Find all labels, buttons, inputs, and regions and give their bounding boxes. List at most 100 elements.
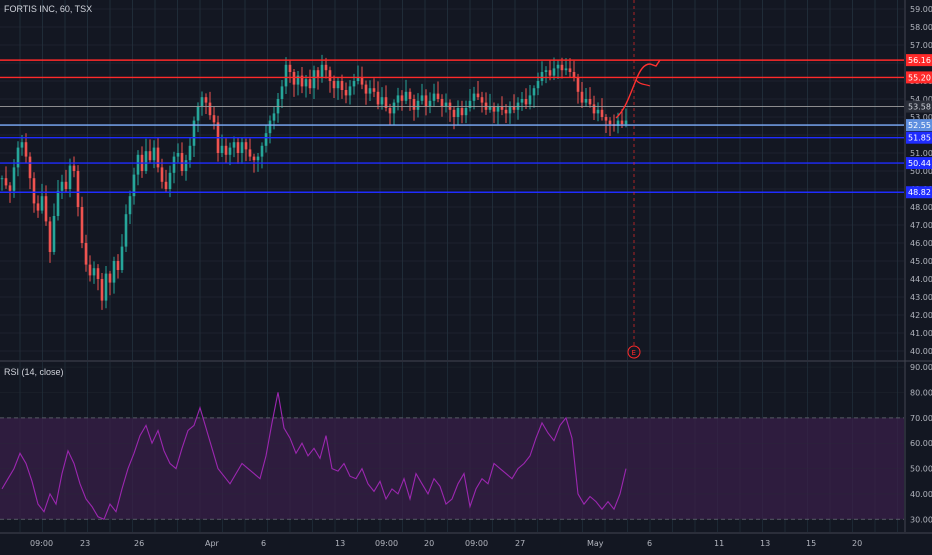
candle-body — [96, 268, 100, 279]
candle-body — [496, 106, 500, 112]
time-axis-tick-label: 6 — [647, 539, 652, 548]
candle-body — [108, 273, 112, 283]
rsi-axis-tick-label: 90.00 — [910, 363, 932, 372]
candle-body — [304, 79, 308, 87]
candle-body — [424, 95, 428, 107]
candle-body — [52, 216, 56, 252]
candle-body — [176, 153, 180, 157]
candle-body — [24, 142, 28, 157]
price-axis-tick-label: 43.00 — [910, 293, 932, 302]
time-axis-tick-label: 15 — [806, 539, 816, 548]
candle-body — [588, 99, 592, 105]
candle-body — [32, 178, 36, 204]
time-axis-tick-label: 26 — [134, 539, 144, 548]
price-axis-tick-label: 54.00 — [910, 95, 932, 104]
candle-body — [436, 93, 440, 99]
time-axis-tick-label: Apr — [205, 539, 220, 548]
candle-body — [444, 102, 448, 107]
candle-body — [36, 203, 40, 211]
time-axis-tick-label: 09:00 — [30, 539, 53, 548]
candle-body — [392, 102, 396, 114]
rsi-line[interactable] — [1, 392, 627, 521]
rsi-axis-tick-label: 40.00 — [910, 490, 932, 499]
candle-body — [240, 142, 244, 153]
candle-body — [428, 100, 432, 107]
forecast-path-branch[interactable] — [635, 79, 651, 87]
candle-body — [372, 88, 376, 92]
candle-body — [68, 165, 72, 189]
candle-body — [352, 81, 356, 87]
candle-body — [88, 264, 92, 276]
candle-body — [232, 142, 236, 148]
price-axis-tick-label: 51.00 — [910, 149, 932, 158]
price-axis-tick-label: 48.00 — [910, 203, 932, 212]
price-axis-tick-label: 42.00 — [910, 311, 932, 320]
candle-body — [296, 75, 300, 85]
candle-body — [600, 109, 604, 117]
rsi-axis-tick-label: 80.00 — [910, 388, 932, 397]
time-axis-tick-label: 20 — [852, 539, 862, 548]
earnings-marker-icon[interactable] — [627, 345, 641, 359]
level-price-label: 56.16 — [908, 56, 931, 65]
candle-body — [76, 171, 80, 207]
candle-body — [252, 156, 256, 161]
time-axis-tick-label: 6 — [261, 539, 266, 548]
candle-body — [624, 120, 628, 125]
price-axis-tick-label: 53.00 — [910, 113, 932, 122]
candle-body — [476, 93, 480, 98]
candle-body — [532, 88, 536, 96]
candle-body — [528, 95, 532, 105]
candle-body — [576, 77, 580, 92]
candle-body — [280, 86, 284, 99]
price-axis-tick-label: 59.00 — [910, 5, 932, 14]
level-price-tag — [906, 71, 932, 84]
price-axis-tick-label: 57.00 — [910, 41, 932, 50]
time-axis-tick-label: 23 — [80, 539, 90, 548]
candle-body — [4, 178, 8, 186]
candle-body — [160, 167, 164, 182]
candle-body — [116, 261, 120, 270]
candle-body — [536, 81, 540, 89]
candle-body — [300, 75, 304, 87]
candle-body — [364, 84, 368, 94]
level-price-label: 48.82 — [908, 188, 931, 197]
candle-body — [348, 86, 352, 96]
candle-body — [548, 70, 552, 76]
candle-body — [608, 120, 612, 125]
time-axis-tick-label: 11 — [714, 539, 724, 548]
candle-body — [508, 106, 512, 114]
candle-body — [504, 109, 508, 114]
candle-body — [272, 113, 276, 121]
candle-body — [368, 88, 372, 94]
level-price-label: 51.85 — [908, 134, 931, 143]
rsi-title: RSI (14, close) — [4, 367, 64, 377]
candle-body — [500, 106, 504, 110]
candle-body — [552, 68, 556, 76]
time-axis-tick-label: 13 — [335, 539, 345, 548]
candle-body — [256, 156, 260, 161]
candle-body — [220, 145, 224, 153]
candle-body — [100, 279, 104, 301]
candle-body — [480, 97, 484, 103]
candle-body — [16, 147, 20, 168]
price-axis-tick-label: 45.00 — [910, 257, 932, 266]
candle-body — [376, 91, 380, 105]
symbol-title: FORTIS INC, 60, TSX — [4, 4, 93, 14]
candle-body — [80, 207, 84, 243]
candle-body — [316, 70, 320, 78]
candle-body — [408, 91, 412, 99]
forecast-path[interactable] — [615, 59, 661, 119]
candle-body — [452, 109, 456, 117]
candle-body — [592, 104, 596, 114]
candle-body — [312, 70, 316, 89]
candle-body — [336, 81, 340, 89]
candle-body — [460, 108, 464, 116]
level-price-tag — [906, 100, 932, 113]
level-price-label: 50.44 — [908, 159, 931, 168]
price-axis-tick-label: 50.00 — [910, 167, 932, 176]
price-axis-tick-label: 41.00 — [910, 329, 932, 338]
candle-body — [164, 181, 168, 189]
candle-body — [56, 190, 60, 216]
